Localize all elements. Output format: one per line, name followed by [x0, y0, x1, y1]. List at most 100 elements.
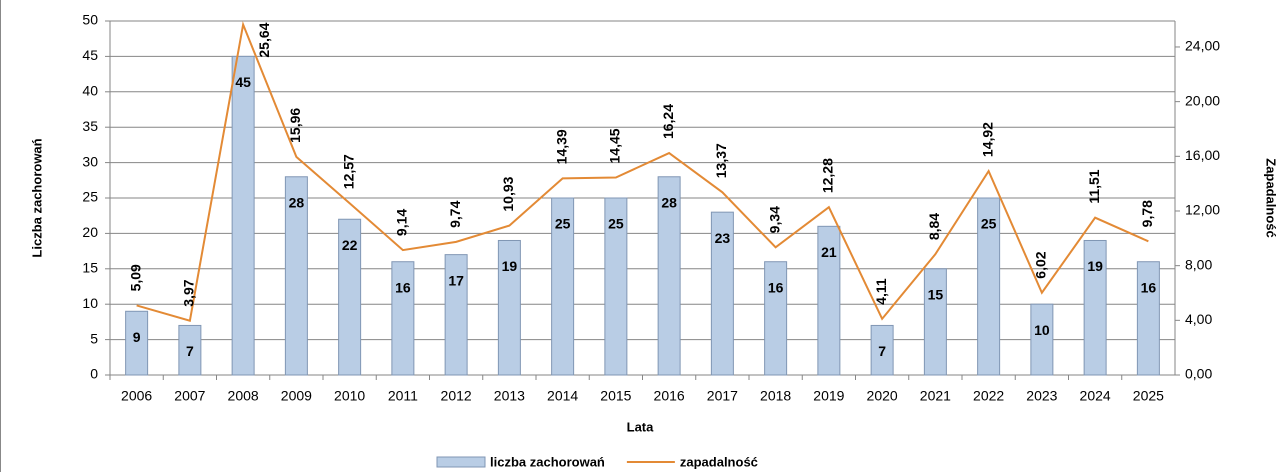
line-label: 8,84	[926, 213, 942, 240]
bar	[657, 176, 681, 376]
bar	[231, 55, 255, 376]
x-tick-label: 2025	[1133, 388, 1164, 404]
line	[136, 20, 1149, 323]
bar-label: 22	[342, 237, 358, 253]
bar-label: 25	[981, 216, 997, 232]
bar	[497, 239, 521, 376]
line-label: 12,28	[820, 158, 836, 193]
x-tick-label: 2008	[228, 388, 259, 404]
y-tick-label: 5	[90, 330, 98, 346]
legend-swatch	[436, 456, 486, 468]
bar	[817, 225, 841, 376]
bar-label: 19	[1087, 258, 1103, 274]
y2-axis-title: Zapadalność	[1264, 158, 1279, 237]
bar-label: 28	[661, 194, 677, 210]
y2-tick-label: 4,00	[1185, 311, 1212, 327]
line-label: 12,57	[340, 154, 356, 189]
bar-label: 16	[768, 279, 784, 295]
bar-label: 17	[448, 272, 464, 288]
line-label: 9,74	[447, 200, 463, 227]
x-tick-label: 2015	[600, 388, 631, 404]
x-tick-label: 2018	[760, 388, 791, 404]
bar	[284, 176, 308, 376]
y2-tick-label: 24,00	[1185, 38, 1220, 54]
x-tick-label: 2007	[174, 388, 205, 404]
y2-tick-label: 16,00	[1185, 147, 1220, 163]
y2-tick-label: 0,00	[1185, 366, 1212, 382]
y-tick-label: 30	[82, 153, 98, 169]
bar-label: 28	[289, 194, 305, 210]
bar	[391, 261, 415, 376]
line-label: 11,51	[1086, 169, 1102, 203]
x-tick-label: 2019	[813, 388, 844, 404]
line-label: 10,93	[500, 176, 516, 211]
line-label: 4,11	[873, 278, 889, 305]
y-tick-label: 45	[82, 47, 98, 63]
line-label: 9,78	[1139, 200, 1155, 227]
bar	[1030, 303, 1054, 376]
y-tick-label: 40	[82, 83, 98, 99]
x-tick-label: 2017	[707, 388, 738, 404]
x-tick-label: 2010	[334, 388, 365, 404]
bar	[1136, 261, 1160, 376]
bar-label: 9	[133, 329, 141, 345]
x-tick-label: 2006	[121, 388, 152, 404]
line-label: 15,96	[287, 108, 303, 143]
line-label: 14,39	[553, 129, 569, 164]
bar	[338, 218, 362, 376]
bar-label: 7	[186, 343, 194, 359]
x-tick-label: 2011	[388, 388, 418, 404]
line-label: 5,09	[127, 264, 143, 291]
x-axis-title: Lata	[627, 419, 655, 434]
bar-label: 45	[235, 74, 251, 90]
y2-tick-label: 8,00	[1185, 256, 1212, 272]
line-label: 9,34	[766, 206, 782, 233]
y-tick-label: 50	[82, 12, 98, 28]
bar-label: 10	[1034, 322, 1050, 338]
bar	[764, 261, 788, 376]
line-label: 3,97	[181, 279, 197, 306]
x-tick-label: 2012	[441, 388, 472, 404]
bar-label: 15	[928, 287, 944, 303]
bar-label: 25	[555, 216, 571, 232]
legend-label: liczba zachorowań	[490, 454, 605, 469]
line-label: 16,24	[660, 104, 676, 139]
bar	[551, 197, 575, 376]
x-tick-label: 2020	[867, 388, 898, 404]
y-tick-label: 20	[82, 224, 98, 240]
y-tick-label: 0	[90, 366, 98, 382]
bar	[178, 324, 202, 376]
bar	[977, 197, 1001, 376]
y-axis-title: Liczba zachorowań	[29, 138, 44, 257]
line-label: 14,45	[607, 128, 623, 163]
y-tick-label: 25	[82, 189, 98, 205]
bar-label: 16	[1141, 279, 1157, 295]
bar-label: 21	[821, 244, 837, 260]
line-label: 6,02	[1033, 251, 1049, 278]
bar-label: 25	[608, 216, 624, 232]
line-label: 9,14	[394, 209, 410, 236]
x-tick-label: 2021	[920, 388, 951, 404]
bar-label: 7	[878, 343, 886, 359]
y-tick-label: 10	[82, 295, 98, 311]
x-tick-label: 2022	[973, 388, 1004, 404]
x-tick-label: 2014	[547, 388, 578, 404]
bar	[710, 211, 734, 376]
legend-label: zapadalność	[680, 454, 758, 469]
line-label: 14,92	[979, 122, 995, 157]
y2-tick-label: 20,00	[1185, 92, 1220, 108]
bar-label: 19	[502, 258, 518, 274]
bar	[923, 268, 947, 376]
y-tick-label: 35	[82, 118, 98, 134]
y-tick-label: 15	[82, 260, 98, 276]
bar-label: 16	[395, 279, 411, 295]
bar	[125, 310, 149, 376]
x-tick-label: 2016	[654, 388, 685, 404]
bar	[870, 324, 894, 376]
x-tick-label: 2024	[1080, 388, 1111, 404]
y2-tick-label: 12,00	[1185, 202, 1220, 218]
x-tick-label: 2013	[494, 388, 525, 404]
bar-label: 23	[715, 230, 731, 246]
x-tick-label: 2009	[281, 388, 312, 404]
